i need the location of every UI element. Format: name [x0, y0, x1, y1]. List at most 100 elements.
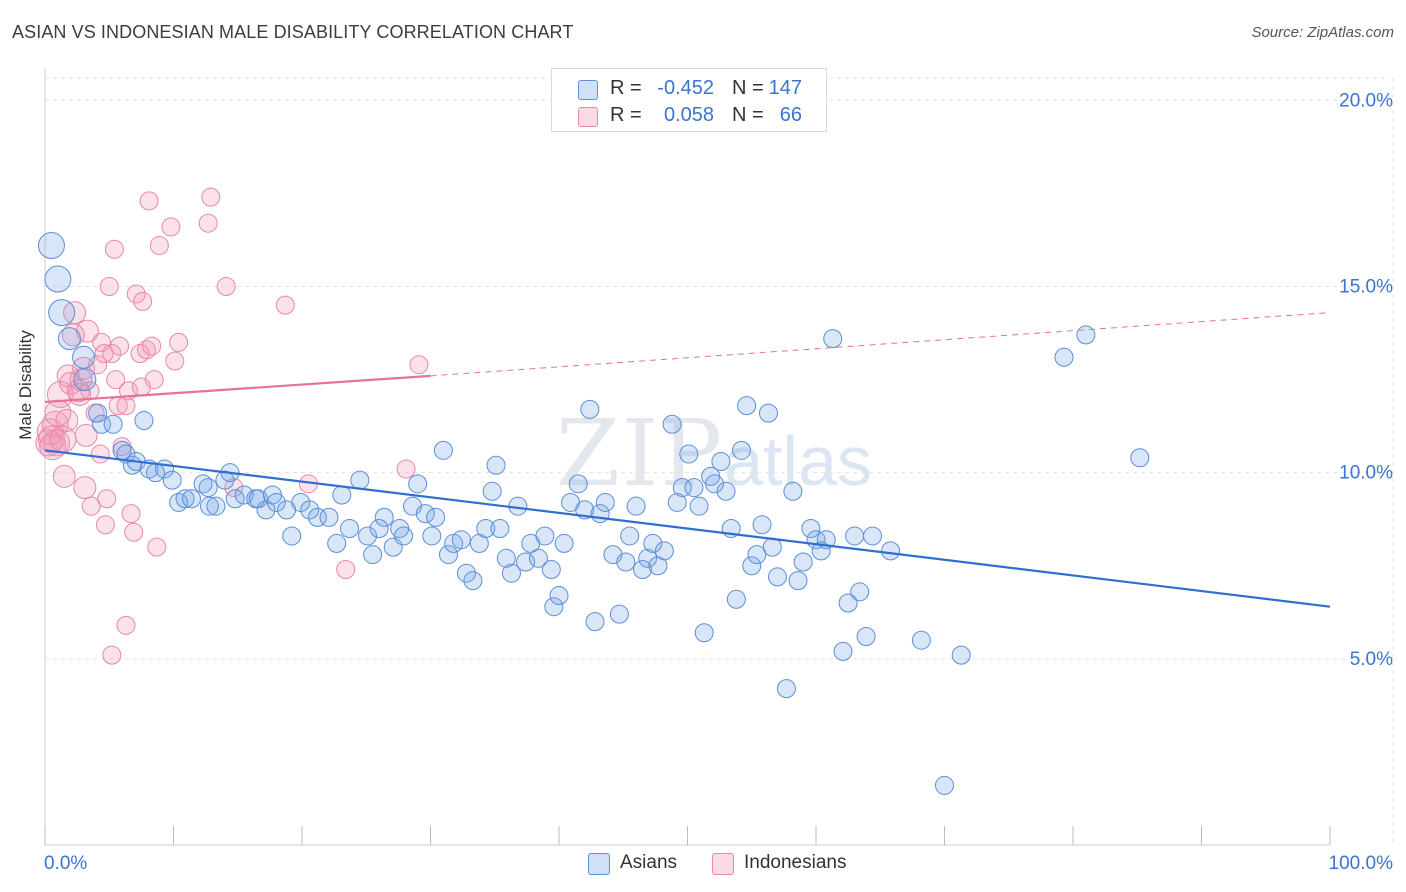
indonesian-swatch — [578, 107, 598, 127]
indonesian-point — [75, 319, 99, 343]
asian-point — [350, 470, 370, 490]
asian-swatch — [578, 80, 598, 100]
asian-point — [374, 507, 394, 527]
asian-points — [37, 232, 1150, 795]
indonesian-point — [133, 291, 153, 311]
asian-point — [476, 519, 496, 539]
y-tick-label: 20.0% — [1339, 90, 1393, 111]
asian-point — [704, 474, 724, 494]
asian-point — [528, 548, 548, 568]
asian-point — [863, 526, 883, 546]
asian-point — [801, 519, 821, 539]
indonesian-point — [139, 191, 159, 211]
asian-point — [535, 526, 555, 546]
x-tick-label-end: 100.0% — [1329, 853, 1394, 874]
asian-point — [332, 485, 352, 505]
x-tick-label-start: 0.0% — [44, 853, 87, 874]
indonesian-point — [161, 217, 181, 237]
asian-point — [776, 679, 796, 699]
asian-point — [737, 396, 757, 416]
x-tick-labels: 0.0% 100.0% — [44, 853, 1393, 874]
indonesian-point — [131, 377, 151, 397]
asian-point — [482, 481, 502, 501]
asian-point — [643, 533, 663, 553]
asian-point — [248, 489, 268, 509]
asian-point — [463, 571, 483, 591]
asian-point — [654, 541, 674, 561]
indonesian-point — [104, 239, 124, 259]
indonesian-point — [201, 187, 221, 207]
asian-point — [422, 526, 442, 546]
asian-point — [951, 645, 971, 665]
asian-point — [206, 496, 226, 516]
asian-point — [363, 545, 383, 565]
asian-point — [451, 530, 471, 550]
asian-point — [689, 496, 709, 516]
asian-point — [490, 519, 510, 539]
asian-point — [369, 519, 389, 539]
asian-point — [88, 403, 108, 423]
asian-point — [415, 504, 435, 524]
asian-point — [935, 775, 954, 795]
asian-point — [838, 593, 858, 613]
asian-point — [609, 604, 629, 624]
indonesian-point — [52, 464, 76, 488]
asian-point — [662, 414, 682, 434]
indonesian-trend-extension — [430, 312, 1331, 377]
asian-point — [73, 368, 97, 392]
asian-point — [767, 567, 787, 587]
indonesian-point — [275, 295, 295, 315]
asian-point — [408, 474, 428, 494]
indonesian-point — [169, 332, 189, 352]
asian-point — [44, 265, 72, 293]
indonesian-trend-line — [44, 374, 431, 404]
asian-point — [169, 492, 189, 512]
asian-point — [595, 492, 615, 512]
correlation-legend: R = -0.452 N = 147 R = 0.058 N = 66 — [551, 68, 827, 132]
asian-point — [282, 526, 302, 546]
asian-point — [234, 485, 254, 505]
asian-point — [358, 526, 378, 546]
asian-point — [438, 545, 458, 565]
asian-point — [580, 399, 600, 419]
asian-point — [638, 548, 658, 568]
asian-point — [726, 589, 746, 609]
indonesian-point — [102, 344, 122, 364]
asian-point — [616, 552, 636, 572]
asian-point — [134, 411, 154, 431]
source-label: Source: ZipAtlas.com — [1251, 24, 1394, 41]
legend-row-asians: R = -0.452 N = 147 — [552, 77, 826, 105]
chart-title: ASIAN VS INDONESIAN MALE DISABILITY CORR… — [12, 22, 574, 42]
indonesian-point — [124, 522, 144, 542]
indonesian-point — [95, 515, 115, 535]
indonesian-point — [336, 559, 356, 579]
indonesian-legend-label: Indonesians — [744, 852, 847, 873]
asian-legend-swatch — [588, 853, 610, 875]
y-tick-label: 15.0% — [1339, 277, 1393, 298]
asian-point — [793, 552, 813, 572]
asian-point — [37, 232, 65, 260]
asian-point — [199, 496, 219, 516]
asian-point — [501, 563, 521, 583]
asian-point — [672, 478, 692, 498]
n-value: 66 — [779, 104, 802, 126]
indonesian-point — [94, 344, 114, 364]
asian-point — [319, 507, 339, 527]
asian-point — [633, 559, 653, 579]
asian-point — [162, 470, 182, 490]
watermark: ZIPatlas — [556, 400, 872, 507]
asian-point — [1130, 448, 1150, 468]
asian-point — [549, 586, 569, 606]
y-tick-label: 10.0% — [1339, 463, 1393, 484]
asian-point — [911, 630, 931, 650]
asian-point — [568, 474, 588, 494]
indonesian-point — [130, 344, 150, 364]
asian-point — [845, 526, 865, 546]
r-label: R = — [610, 77, 642, 99]
asian-point — [516, 552, 536, 572]
n-label: N = — [732, 104, 764, 126]
indonesian-point — [97, 489, 117, 509]
indonesian-point — [126, 284, 146, 304]
asian-point — [541, 559, 561, 579]
